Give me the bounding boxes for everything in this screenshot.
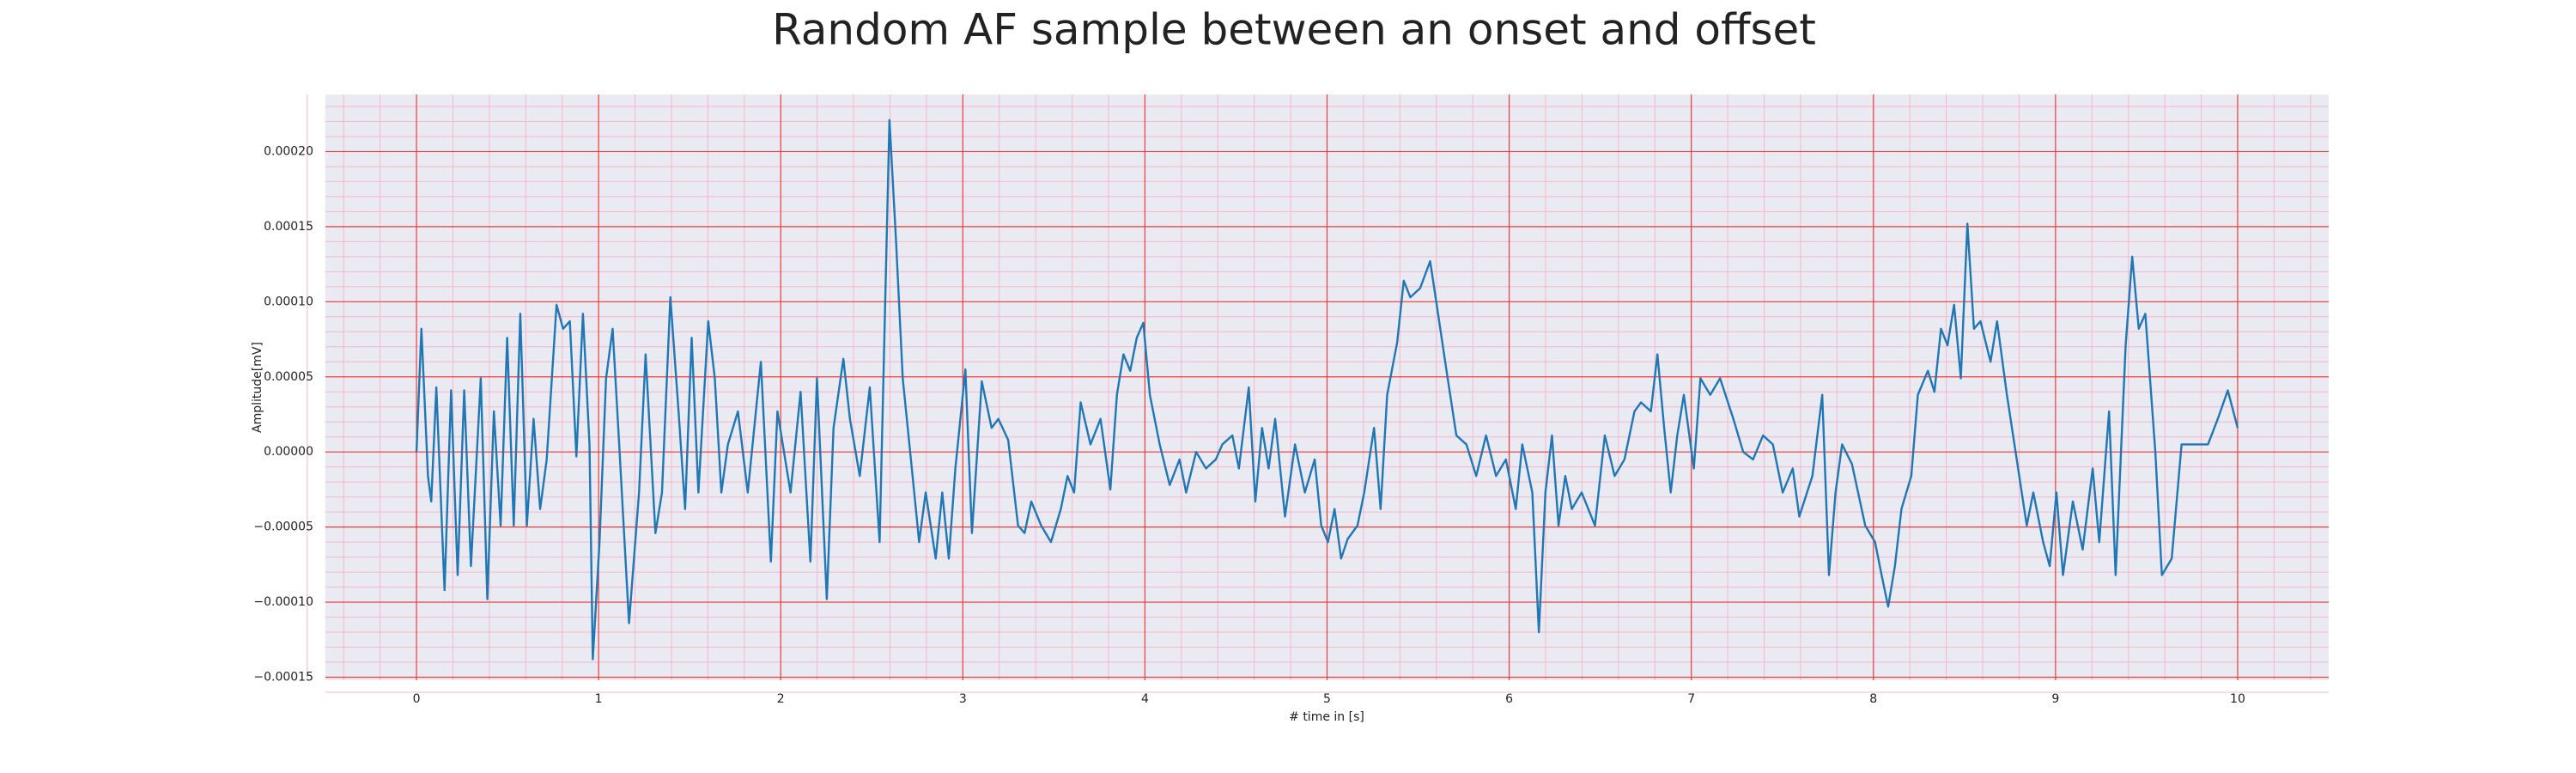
y-tick-label: 0.00010 [264,295,313,308]
y-tick-label: 0.00015 [264,220,313,234]
y-tick-label: −0.00005 [253,520,313,534]
y-tick-label: −0.00010 [253,595,313,609]
y-tick-label: 0.00000 [264,445,313,459]
x-tick-label: 7 [1687,692,1695,706]
x-tick-label: 4 [1141,692,1149,706]
y-tick-label: −0.00015 [253,671,313,685]
x-tick-label: 9 [2051,692,2059,706]
chart-title: Random AF sample between an onset and of… [772,5,1816,55]
x-tick-label: 6 [1505,692,1513,706]
x-tick-label: 2 [777,692,785,706]
x-tick-label: 1 [595,692,603,706]
x-tick-label: 10 [2230,692,2245,706]
x-tick-label: 0 [413,692,421,706]
signal-line [415,119,2239,660]
y-tick-label: 0.00005 [264,370,313,384]
x-tick-label: 5 [1323,692,1331,706]
y-axis-label: Amplitude[mV] [251,342,264,433]
x-tick-label: 8 [1869,692,1877,706]
x-tick-label: 3 [959,692,967,706]
y-tick-label: 0.00020 [264,144,313,158]
x-axis-label: # time in [s] [1289,710,1364,724]
